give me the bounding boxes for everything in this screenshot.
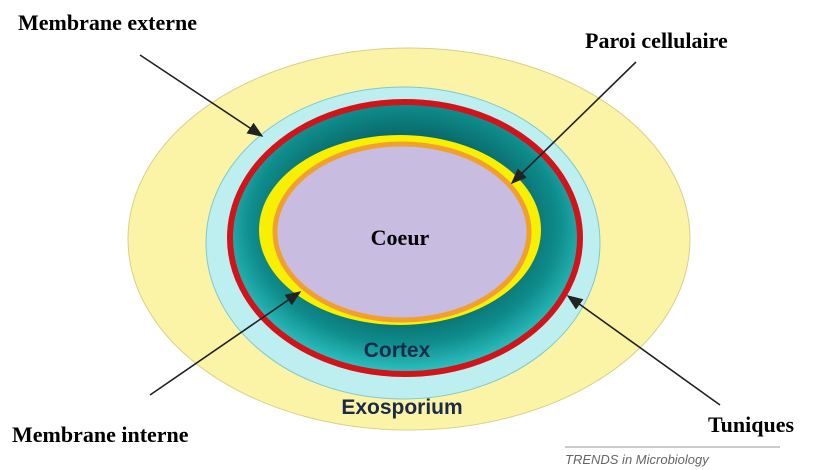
core-label: Coeur	[371, 225, 430, 250]
exosporium-label: Exosporium	[341, 396, 462, 419]
coats-label: Tuniques	[708, 412, 794, 437]
cortex-label: Cortex	[364, 339, 431, 362]
outer-membrane-label: Membrane externe	[18, 10, 197, 35]
source-label: TRENDS in Microbiology	[565, 452, 710, 467]
spore-diagram: Coeur Cortex Exosporium Membrane externe…	[0, 0, 821, 470]
inner-membrane-label: Membrane interne	[12, 422, 189, 447]
cell-wall-label: Paroi cellulaire	[585, 28, 728, 53]
